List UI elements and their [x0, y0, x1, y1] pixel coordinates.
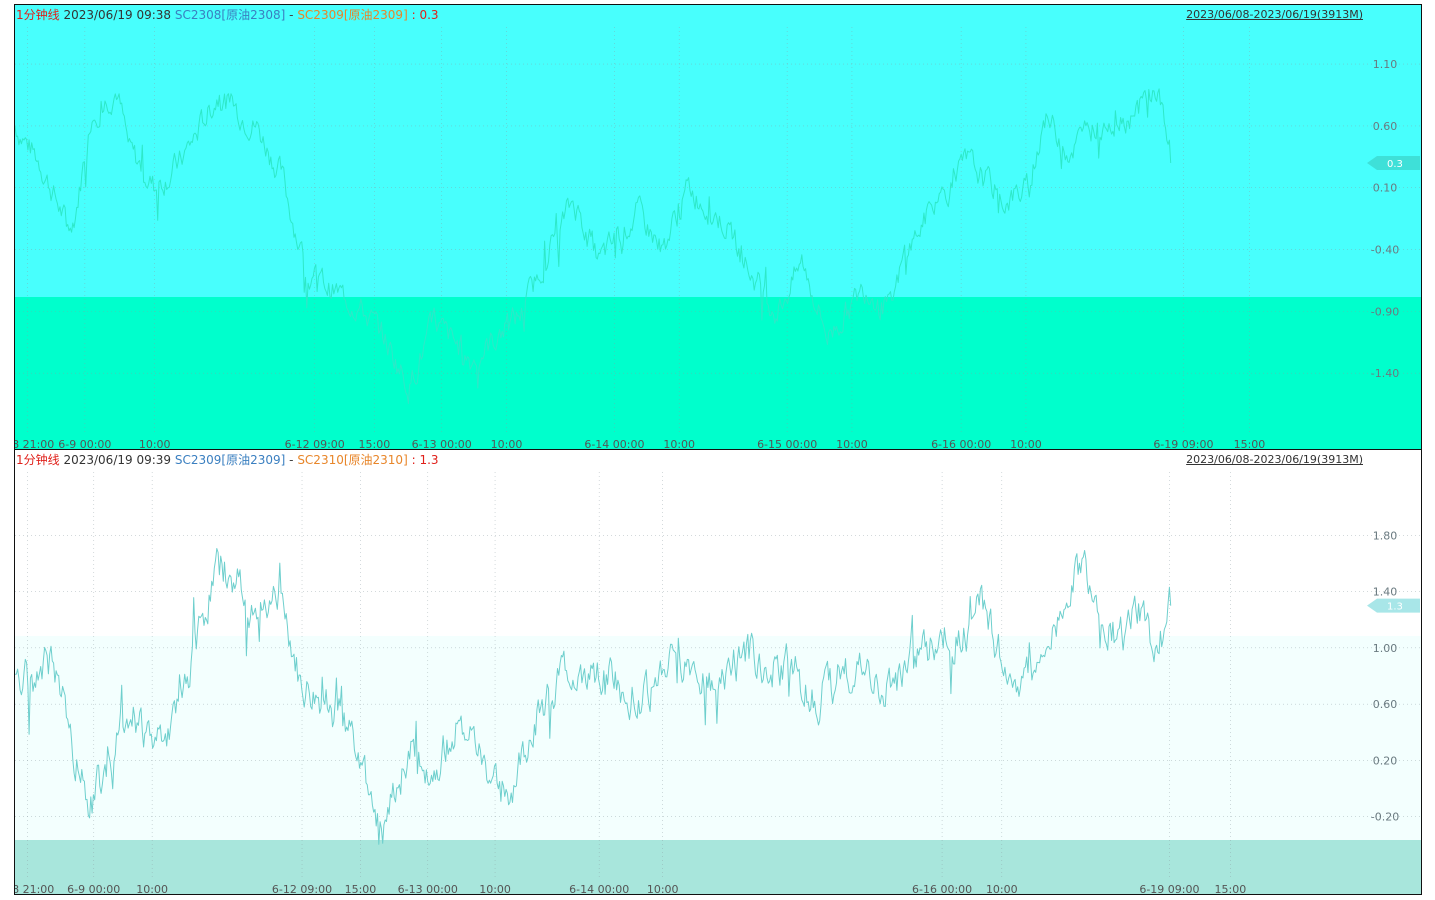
x-tick-label: 10:00	[136, 883, 168, 895]
x-tick-label: 6-16 00:00	[912, 883, 972, 895]
y-tick-label: 1.10	[1373, 58, 1398, 71]
background-band	[15, 450, 1421, 636]
last-value-label: 0.3	[1387, 159, 1403, 170]
x-tick-label: 6-19 09:00	[1139, 883, 1199, 895]
spread-chart-panel-top[interactable]: 6-8 21:00 6-9 00:00 10:00 6-12 09:00 15:00 6-…	[14, 4, 1422, 450]
x-tick-label: 6-8 21:00	[15, 883, 54, 895]
x-tick-label: 6-12 09:00	[285, 438, 345, 450]
date-range-link[interactable]: 2023/06/08-2023/06/19(3913M)	[1186, 8, 1363, 21]
y-tick-label: -1.40	[1371, 367, 1399, 380]
last-value-marker	[1367, 156, 1420, 170]
x-tick-label: 10:00	[1010, 438, 1042, 450]
x-tick-label: 6-19 09:00	[1153, 438, 1213, 450]
period-label: 1分钟线	[16, 8, 60, 22]
x-tick-label: 15:00	[345, 883, 377, 895]
y-tick-label: 0.20	[1373, 754, 1398, 767]
timestamp: 2023/06/19 09:38	[63, 8, 172, 22]
y-tick-label: 0.10	[1373, 182, 1398, 195]
x-tick-label: 15:00	[1234, 438, 1266, 450]
x-tick-label: 15:00	[1215, 883, 1247, 895]
background-band	[15, 636, 1421, 840]
spread-chart-top: 6-8 21:00 6-9 00:00 10:00 6-12 09:00 15:00 6-…	[15, 5, 1421, 450]
y-tick-label: -0.90	[1371, 305, 1399, 318]
separator: -	[289, 8, 294, 22]
leg-a-label: SC2309[原油2309]	[174, 453, 286, 467]
x-tick-label: 10:00	[986, 883, 1018, 895]
spread-value: : 0.3	[411, 8, 439, 22]
date-range-link[interactable]: 2023/06/08-2023/06/19(3913M)	[1186, 453, 1363, 466]
period-label: 1分钟线	[16, 453, 60, 467]
x-tick-label: 6-15 00:00	[757, 438, 817, 450]
y-tick-label: -0.40	[1371, 244, 1399, 257]
x-tick-label: 6-13 00:00	[412, 438, 472, 450]
background-band	[15, 840, 1421, 894]
x-tick-label: 6-9 00:00	[67, 883, 120, 895]
spread-chart-panel-bottom[interactable]: 6-8 21:00 6-9 00:00 10:00 6-12 09:00 15:00 6-…	[14, 449, 1422, 895]
y-tick-label: 1.40	[1373, 586, 1398, 599]
separator: -	[289, 453, 294, 467]
leg-b-label: SC2309[原油2309]	[297, 8, 408, 22]
leg-a-label: SC2308[原油2308]	[174, 8, 286, 22]
y-tick-label: 0.60	[1373, 698, 1398, 711]
x-tick-label: 10:00	[647, 883, 679, 895]
spread-chart-bottom: 6-8 21:00 6-9 00:00 10:00 6-12 09:00 15:00 6-…	[15, 450, 1421, 895]
chart-header-top: 1分钟线 2023/06/19 09:38 SC2308[原油2308] - S…	[16, 8, 439, 22]
spread-series-line	[15, 88, 1172, 405]
x-tick-label: 6-14 00:00	[569, 883, 629, 895]
x-tick-label: 10:00	[663, 438, 695, 450]
chart-header-bottom: 1分钟线 2023/06/19 09:39 SC2309[原油2309] - S…	[16, 453, 439, 467]
background-band	[15, 297, 1421, 449]
x-tick-label: 6-16 00:00	[931, 438, 991, 450]
spread-value: : 1.3	[411, 453, 439, 467]
x-tick-label: 15:00	[359, 438, 391, 450]
x-tick-label: 10:00	[139, 438, 171, 450]
x-tick-label: 6-13 00:00	[398, 883, 458, 895]
y-tick-label: 1.00	[1373, 642, 1398, 655]
spread-series-line	[15, 548, 1172, 845]
last-value-label: 1.3	[1387, 602, 1403, 613]
x-tick-label: 6-14 00:00	[584, 438, 644, 450]
y-tick-label: 0.60	[1373, 120, 1398, 133]
timestamp: 2023/06/19 09:39	[63, 453, 172, 467]
y-tick-label: -0.20	[1371, 811, 1399, 824]
leg-b-label: SC2310[原油2310]	[297, 453, 408, 467]
x-tick-label: 10:00	[836, 438, 868, 450]
x-tick-label: 6-9 00:00	[58, 438, 111, 450]
last-value-marker	[1367, 598, 1420, 613]
x-tick-label: 10:00	[479, 883, 511, 895]
x-tick-label: 6-8 21:00	[15, 438, 54, 450]
x-tick-label: 10:00	[491, 438, 523, 450]
x-tick-label: 6-12 09:00	[272, 883, 332, 895]
background-band	[15, 5, 1421, 297]
y-tick-label: 1.80	[1373, 529, 1398, 542]
